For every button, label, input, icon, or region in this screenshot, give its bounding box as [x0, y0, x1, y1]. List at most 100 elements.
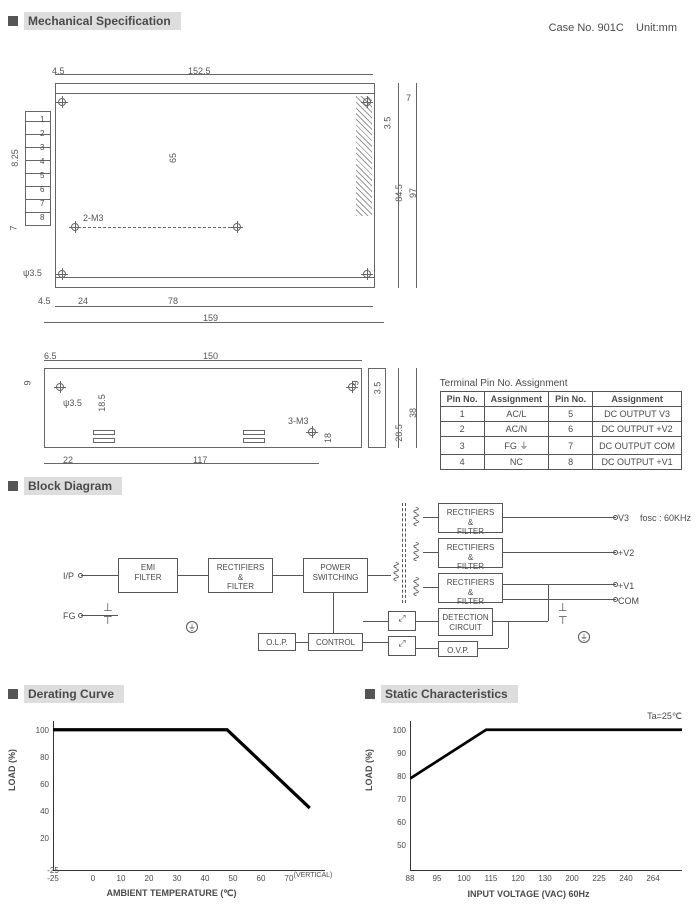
dim-line	[398, 368, 399, 448]
dim-psi3.5b: ψ3.5	[63, 398, 82, 408]
fosc-label: fosc : 60KHz	[640, 513, 691, 523]
derating-col: Derating Curve LOAD (%) AMBIENT TEMPERAT…	[8, 681, 335, 901]
com-label: COM	[618, 596, 639, 606]
y-tick: 50	[390, 841, 406, 850]
dim-4.5b: 4.5	[38, 296, 51, 306]
derating-line	[53, 721, 325, 873]
screw-hole	[56, 383, 64, 391]
cap-symbol: ⊥⊤	[103, 601, 113, 627]
rect-v2-block: RECTIFIERS & FILTER	[438, 538, 503, 568]
emi-block: EMI FILTER	[118, 558, 178, 593]
wire	[423, 552, 438, 553]
dim-24: 24	[78, 296, 88, 306]
slot	[93, 438, 115, 443]
inductor: ∿∿∿	[410, 506, 421, 525]
screw-hole	[363, 270, 371, 278]
terminal-block	[25, 111, 51, 226]
x-tick: 200	[565, 874, 578, 883]
y-tick: 80	[390, 772, 406, 781]
ip-label: I/P	[63, 571, 74, 581]
dim-65: 65	[168, 153, 178, 163]
y-label: LOAD (%)	[364, 749, 374, 791]
terminal-dot	[78, 613, 83, 618]
dim-2M3: 2-M3	[83, 213, 104, 223]
x-tick: 10	[117, 874, 126, 883]
x-tick: 115	[485, 874, 498, 883]
dim-line	[55, 306, 373, 307]
block-title: Block Diagram	[24, 477, 122, 495]
dim-18.5: 18.5	[97, 394, 107, 412]
fg-label: FG	[63, 611, 76, 621]
cap-symbol: ⊥⊤	[558, 601, 568, 627]
hatched-area	[356, 96, 372, 216]
pin-table-title: Terminal Pin No. Assignment	[440, 378, 682, 389]
derating-chart: LOAD (%) AMBIENT TEMPERATURE (℃) 100 80 …	[8, 711, 335, 901]
table-row: 1AC/L5DC OUTPUT V3	[440, 407, 681, 422]
x-tick: 70	[285, 874, 294, 883]
section-marker	[8, 481, 18, 491]
wire	[416, 621, 438, 622]
x-tick: 60	[257, 874, 266, 883]
wire	[368, 575, 391, 576]
wire	[508, 621, 509, 648]
terminal-numbers: 1 2 3 4 5 6 7 8	[40, 113, 44, 225]
ovp-block: O.V.P.	[438, 641, 478, 657]
wire	[333, 593, 334, 633]
rect-v1-block: RECTIFIERS & FILTER	[438, 573, 503, 603]
wire	[423, 587, 438, 588]
derating-header: Derating Curve	[8, 685, 335, 703]
transformer-core	[405, 503, 406, 603]
ground-icon: ⏚	[578, 631, 590, 643]
static-header: Static Characteristics	[365, 685, 692, 703]
transformer-core	[402, 503, 403, 603]
wire	[273, 575, 303, 576]
screw-hole	[363, 98, 371, 106]
static-title: Static Characteristics	[381, 685, 518, 703]
dim-9b: 9	[351, 380, 361, 385]
charts-row: Derating Curve LOAD (%) AMBIENT TEMPERAT…	[8, 681, 692, 901]
table-row: 2AC/N6DC OUTPUT +V2	[440, 422, 681, 437]
x-tick: 130	[538, 874, 551, 883]
power-block: POWER SWITCHING	[303, 558, 368, 593]
wire	[416, 648, 438, 649]
screw-hole	[233, 223, 241, 231]
static-line	[410, 721, 682, 873]
y-label: LOAD (%)	[7, 749, 17, 791]
top-view-inner	[55, 93, 375, 278]
wire	[178, 575, 208, 576]
table-header-row: Pin No. Assignment Pin No. Assignment	[440, 392, 681, 407]
y-tick: 100	[33, 726, 49, 735]
derating-title: Derating Curve	[24, 685, 124, 703]
screw-hole	[308, 428, 316, 436]
static-chart: Ta=25℃ LOAD (%) INPUT VOLTAGE (VAC) 60Hz…	[365, 711, 692, 901]
wire	[363, 642, 388, 643]
wire	[548, 584, 549, 621]
dim-line	[44, 322, 384, 323]
wire	[503, 599, 616, 600]
x-tick: 264	[646, 874, 659, 883]
mechanical-drawing: 1 2 3 4 5 6 7 8 4.5 152.5 7 3.5 65 8.25 …	[8, 38, 692, 473]
unit-label: Unit:mm	[636, 22, 677, 34]
rect1-block: RECTIFIERS & FILTER	[208, 558, 273, 593]
slot	[243, 430, 265, 435]
dim-3M3: 3-M3	[288, 416, 309, 426]
dim-line	[44, 360, 362, 361]
wire	[423, 517, 438, 518]
terminal-dot	[78, 573, 83, 578]
dim-line	[44, 463, 319, 464]
wire	[503, 517, 616, 518]
wire	[81, 575, 118, 576]
wire	[503, 584, 616, 585]
dim-78: 78	[168, 296, 178, 306]
side-view-box	[44, 368, 362, 448]
x-tick: 0	[91, 874, 95, 883]
y-tick: 90	[390, 749, 406, 758]
section-marker	[8, 689, 18, 699]
slot	[93, 430, 115, 435]
dashed-line	[83, 227, 231, 228]
y-tick: 80	[33, 753, 49, 762]
dim-7: 7	[406, 93, 411, 103]
dim-3.5b: 3.5	[372, 382, 382, 395]
mechanical-title: Mechanical Specification	[24, 12, 181, 30]
wire	[296, 642, 308, 643]
